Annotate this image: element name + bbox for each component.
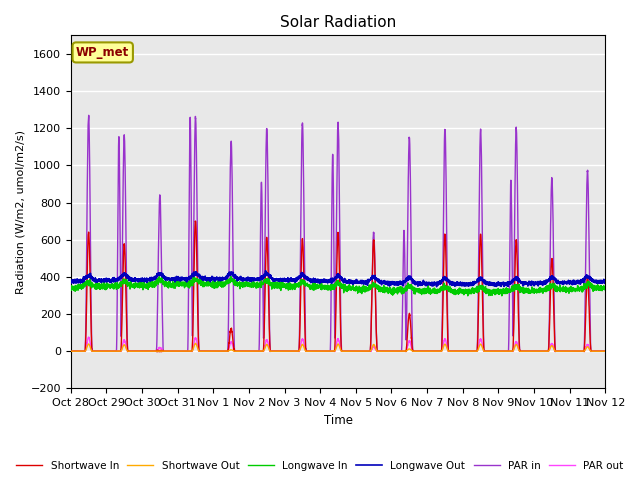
PAR out (163, 348, 171, 354)
PAR out (318, 348, 326, 354)
Longwave Out (262, 268, 269, 274)
Longwave Out (601, 279, 609, 285)
PAR in (318, 348, 326, 354)
Longwave Out (163, 276, 171, 281)
Longwave Out (318, 277, 326, 283)
PAR out (84, 334, 92, 340)
Shortwave In (602, 348, 609, 354)
Legend: Shortwave In, Shortwave Out, Longwave In, Longwave Out, PAR in, PAR out: Shortwave In, Shortwave Out, Longwave In… (12, 456, 628, 475)
Line: Longwave In: Longwave In (71, 276, 605, 296)
Line: Shortwave Out: Shortwave Out (71, 343, 605, 351)
Longwave Out (458, 282, 466, 288)
Longwave In (163, 283, 171, 289)
Line: Shortwave In: Shortwave In (71, 221, 605, 351)
PAR out (602, 348, 609, 354)
Shortwave In (601, 348, 609, 354)
Shortwave Out (428, 348, 436, 354)
Longwave In (189, 273, 197, 279)
Shortwave In (163, 348, 171, 354)
Shortwave Out (163, 348, 171, 354)
PAR in (602, 348, 609, 354)
PAR in (488, 348, 496, 354)
PAR in (67, 348, 75, 354)
Longwave In (318, 283, 326, 288)
Longwave Out (428, 280, 436, 286)
PAR out (188, 348, 196, 354)
PAR out (67, 348, 75, 354)
X-axis label: Time: Time (324, 414, 353, 427)
PAR in (458, 348, 466, 354)
Shortwave Out (488, 348, 496, 354)
Title: Solar Radiation: Solar Radiation (280, 15, 396, 30)
Shortwave In (428, 348, 436, 354)
Shortwave In (67, 348, 75, 354)
Longwave In (67, 284, 75, 290)
PAR in (266, 348, 274, 354)
Longwave Out (602, 279, 609, 285)
PAR out (428, 348, 436, 354)
Shortwave In (191, 218, 199, 224)
Shortwave Out (601, 348, 609, 354)
Line: PAR out: PAR out (71, 337, 605, 351)
Longwave In (488, 290, 496, 296)
Shortwave In (124, 348, 132, 354)
PAR in (85, 112, 93, 118)
Longwave In (602, 284, 609, 290)
Longwave In (464, 293, 472, 299)
PAR in (163, 348, 171, 354)
PAR out (458, 348, 466, 354)
Longwave Out (433, 284, 440, 289)
Shortwave Out (67, 348, 75, 354)
Longwave In (601, 285, 609, 290)
Line: PAR in: PAR in (71, 115, 605, 351)
PAR in (601, 348, 609, 354)
Shortwave Out (458, 348, 465, 354)
Shortwave Out (602, 348, 609, 354)
Shortwave In (488, 348, 496, 354)
Shortwave In (458, 348, 466, 354)
Y-axis label: Radiation (W/m2, umol/m2/s): Radiation (W/m2, umol/m2/s) (15, 130, 25, 294)
Line: Longwave Out: Longwave Out (71, 271, 605, 287)
Text: WP_met: WP_met (76, 46, 129, 59)
Longwave Out (67, 280, 75, 286)
Longwave Out (488, 281, 496, 287)
Shortwave Out (318, 348, 326, 354)
PAR in (428, 348, 436, 354)
Longwave In (428, 288, 436, 294)
PAR out (488, 348, 496, 354)
PAR out (601, 348, 609, 354)
Shortwave Out (192, 340, 200, 346)
Longwave In (458, 288, 465, 293)
Shortwave In (318, 348, 326, 354)
